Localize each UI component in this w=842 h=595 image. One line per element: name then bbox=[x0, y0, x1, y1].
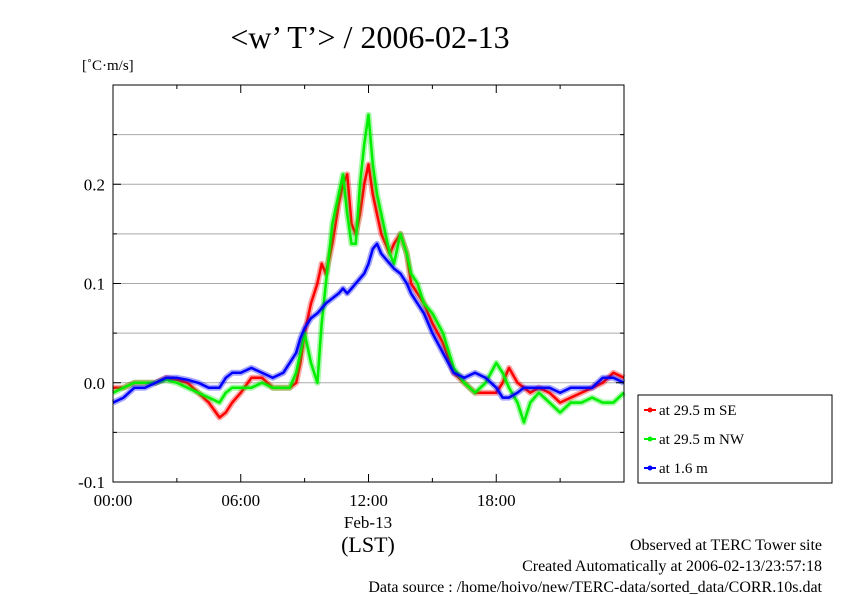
legend-marker bbox=[647, 436, 653, 442]
footer-site: Observed at TERC Tower site bbox=[630, 537, 822, 554]
series-line bbox=[112, 242, 625, 404]
footer-source: Data source : /home/hoivo/new/TERC-data/… bbox=[368, 579, 822, 595]
x-axis-label: (LST) bbox=[341, 532, 395, 557]
y-tick-label: 0.0 bbox=[84, 374, 105, 393]
y-unit-label: [˚C·m/s] bbox=[82, 58, 134, 74]
series-band bbox=[111, 240, 626, 406]
x-axis: 00:00 06:00 12:00 18:00 bbox=[94, 85, 625, 510]
legend-label: at 29.5 m SE bbox=[659, 403, 737, 419]
y-axis: -0.1 0.0 0.1 0.2 bbox=[78, 84, 624, 492]
y-tick-label: -0.1 bbox=[78, 473, 105, 492]
series-line bbox=[113, 163, 625, 419]
legend-label: at 1.6 m bbox=[659, 461, 708, 477]
legend-marker bbox=[647, 407, 653, 413]
y-tick-label: 0.1 bbox=[84, 275, 105, 294]
legend-box bbox=[637, 394, 833, 484]
x-tick-label: 06:00 bbox=[221, 491, 260, 510]
series-line bbox=[112, 113, 625, 424]
x-tick-label: 00:00 bbox=[94, 491, 133, 510]
series-layer bbox=[111, 111, 627, 426]
x-tick-label: 18:00 bbox=[477, 491, 516, 510]
date-label: Feb-13 bbox=[344, 513, 392, 532]
x-tick-label: 12:00 bbox=[349, 491, 388, 510]
legend: at 29.5 m SE at 29.5 m NW at 1.6 m bbox=[637, 394, 833, 484]
legend-marker bbox=[647, 465, 653, 471]
legend-label: at 29.5 m NW bbox=[659, 432, 745, 448]
chart-title: <w’ T’> / 2006-02-13 bbox=[230, 19, 509, 55]
footer-created: Created Automatically at 2006-02-13/23:5… bbox=[522, 558, 822, 575]
y-tick-label: 0.2 bbox=[84, 175, 105, 194]
